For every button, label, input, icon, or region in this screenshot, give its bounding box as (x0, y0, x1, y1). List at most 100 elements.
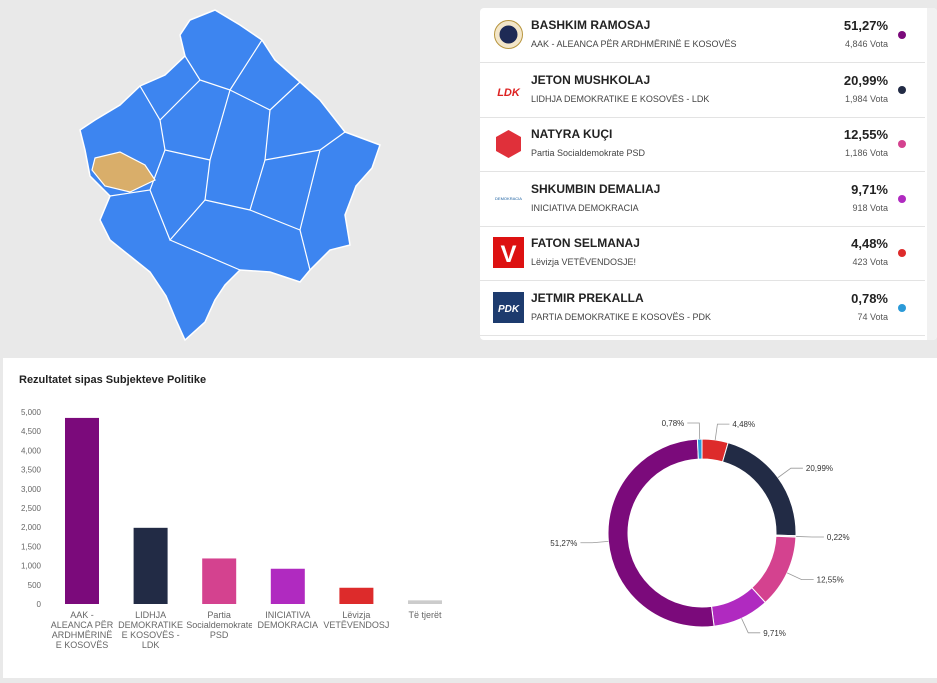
logo-bg (493, 73, 524, 105)
logo-bg (493, 291, 524, 323)
y-tick-label: 4,000 (21, 446, 42, 455)
data-label: 0,78% (662, 419, 685, 428)
donut-slice (721, 442, 797, 537)
y-tick-label: 2,000 (21, 523, 42, 532)
candidate-row[interactable]: NATYRA KUÇI Partia Socialdemokrate PSD 12,… (480, 117, 925, 172)
map (79, 9, 381, 342)
vote-count: 1,984 Vota (844, 93, 888, 104)
party-logo: LDK (493, 73, 524, 105)
donut-slice (710, 586, 767, 627)
logo-text: PDK (498, 304, 520, 315)
party-name: Lëvizja VETËVENDOSJE! (531, 257, 637, 267)
map-borders (109, 39, 346, 271)
party-logo: PDK (493, 291, 524, 323)
y-tick-label: 4,500 (21, 427, 42, 436)
x-tick-label: Lëvizja VETËVENDOSJE! (323, 610, 390, 630)
y-tick-label: 0 (37, 600, 42, 609)
color-dot (898, 140, 906, 148)
leader-line (795, 536, 824, 538)
donut-slice (607, 438, 715, 628)
party-logo: DEMOKRACIA (493, 182, 524, 214)
party-name: INICIATIVA DEMOKRACIA (531, 202, 639, 213)
logo-text: DEMOKRACIA (495, 196, 522, 201)
y-tick-label: 1,000 (21, 562, 42, 571)
y-tick-label: 2,500 (21, 504, 42, 513)
x-tick-label: AAK - ALEANCA PËR ARDHMËRINË E KOSOVËS (50, 610, 114, 650)
candidate-row[interactable]: DEMOKRACIA SHKUMBIN DEMALIAJ INICIATIVA DE… (480, 172, 925, 227)
y-tick-label: 500 (28, 581, 42, 590)
candidate-name: NATYRA KUÇI (531, 127, 613, 141)
donut-slice (696, 438, 703, 460)
vote-count: 918 Vota (852, 202, 888, 213)
party-name: LIDHJA DEMOKRATIKE E KOSOVËS - LDK (531, 93, 710, 104)
leader-line (777, 467, 803, 478)
logo-text: LDK (497, 87, 521, 99)
bar (65, 417, 99, 604)
candidate-row[interactable]: V FATON SELMANAJ Lëvizja VETËVENDOSJE! 4,48… (480, 226, 925, 281)
vote-count: 74 Vota (857, 311, 888, 322)
party-name: AAK - ALEANCA PËR ARDHMËRINË E KOSOVËS (531, 39, 737, 49)
color-dot (898, 31, 906, 39)
chart-title: Rezultatet sipas Subjekteve Politike (19, 374, 206, 386)
vote-percent: 4,48% (851, 236, 888, 251)
data-label: 20,99% (806, 464, 833, 473)
x-label-box: Lëvizja VETËVENDOSJE! (323, 610, 390, 630)
candidate-row[interactable]: PDK JETMIR PREKALLA PARTIA DEMOKRATIKE E K… (480, 281, 925, 336)
data-label: 0,22% (827, 533, 850, 542)
x-tick-label: Partia Socialdemokrate PSD (186, 610, 253, 640)
color-dot (898, 85, 906, 94)
leader-line (687, 422, 701, 440)
logo-shape (496, 130, 521, 158)
data-label: 9,71% (763, 629, 786, 638)
vote-percent: 9,71% (851, 181, 888, 197)
vote-percent: 0,78% (851, 290, 888, 306)
vote-percent: 51,27% (843, 18, 888, 33)
color-dot (898, 249, 906, 257)
candidate-name: BASHKIM RAMOSAJ (531, 18, 651, 32)
scrollbar[interactable] (927, 8, 937, 340)
charts: Rezultatet sipas Subjekteve Politike 0 50… (19, 374, 850, 650)
candidate-row[interactable]: LDK JETON MUSHKOLAJ LIDHJA DEMOKRATIKE E K… (480, 63, 925, 118)
candidate-name: SHKUMBIN DEMALIAJ (531, 181, 661, 196)
leader-line (786, 572, 814, 581)
party-logo: V (493, 237, 524, 268)
y-tick-label: 3,000 (21, 485, 42, 494)
vote-percent: 20,99% (843, 72, 888, 88)
color-dot (898, 194, 906, 203)
leader-line (714, 423, 730, 440)
party-name: Partia Socialdemokrate PSD (531, 148, 646, 158)
bar (202, 558, 237, 604)
vote-percent: 12,55% (843, 127, 888, 142)
results-panel: Rezultatet sipas Subjekteve Politike 0 50… (3, 358, 937, 678)
candidate-name: JETON MUSHKOLAJ (531, 72, 651, 87)
bar (408, 600, 442, 604)
data-label: 4,48% (732, 420, 755, 429)
candidate-row[interactable]: BASHKIM RAMOSAJ AAK - ALEANCA PËR ARDHMËR… (480, 8, 925, 63)
candidate-name: FATON SELMANAJ (531, 236, 640, 250)
x-tick-label: LIDHJA DEMOKRATIKE E KOSOVËS - LDK (118, 610, 184, 650)
logo-core (499, 25, 518, 44)
x-tick-label: INICIATIVA DEMOKRACIA (257, 610, 319, 630)
vote-count: 4,846 Vota (844, 39, 888, 49)
bar (339, 587, 374, 604)
data-label: 51,27% (550, 539, 577, 548)
bar (133, 527, 168, 604)
map-region[interactable] (79, 9, 381, 342)
donut-slice (751, 535, 797, 604)
logo-text: V (500, 241, 516, 268)
map-region-selected[interactable] (91, 151, 156, 193)
x-label-box: INICIATIVA DEMOKRACIA (257, 610, 319, 630)
vote-count: 423 Vota (852, 257, 888, 267)
leader-line (741, 618, 761, 634)
party-name: PARTIA DEMOKRATIKE E KOSOVËS - PDK (531, 311, 712, 322)
y-tick-label: 5,000 (21, 408, 42, 417)
x-label-box: LIDHJA DEMOKRATIKE E KOSOVËS - LDK (118, 610, 184, 650)
y-tick-label: 3,500 (21, 466, 42, 475)
x-tick-label: Të tjerët (408, 610, 442, 620)
vote-count: 1,186 Vota (844, 148, 888, 158)
bar (270, 568, 305, 604)
y-tick-label: 1,500 (21, 542, 42, 551)
logo-bg (493, 237, 524, 268)
x-label-box: Partia Socialdemokrate PSD (186, 610, 253, 640)
